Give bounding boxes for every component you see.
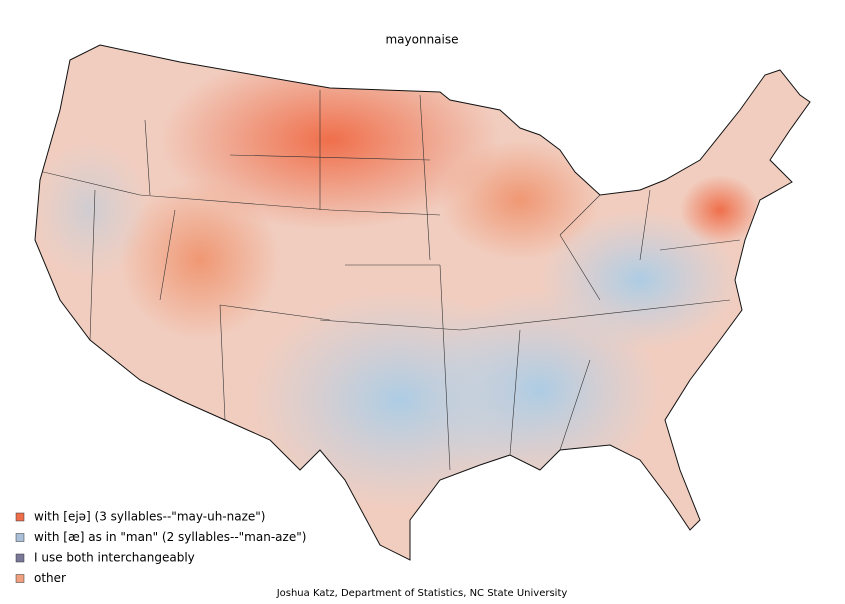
legend-label: other [34,571,66,585]
legend-label: with [æ] as in "man" (2 syllables--"man-… [34,530,306,544]
map-title: mayonnaise [385,33,458,47]
legend-label: I use both interchangeably [34,551,195,565]
credit: Joshua Katz, Department of Statistics, N… [276,588,568,599]
legend-swatch [15,533,25,542]
legend-swatch [15,512,25,522]
legend: with [ejə] (3 syllables--"may-uh-naze") w… [15,510,306,585]
legend-label: with [ejə] (3 syllables--"may-uh-naze") [34,510,265,524]
legend-swatch [15,574,25,583]
legend-swatch [15,553,25,563]
